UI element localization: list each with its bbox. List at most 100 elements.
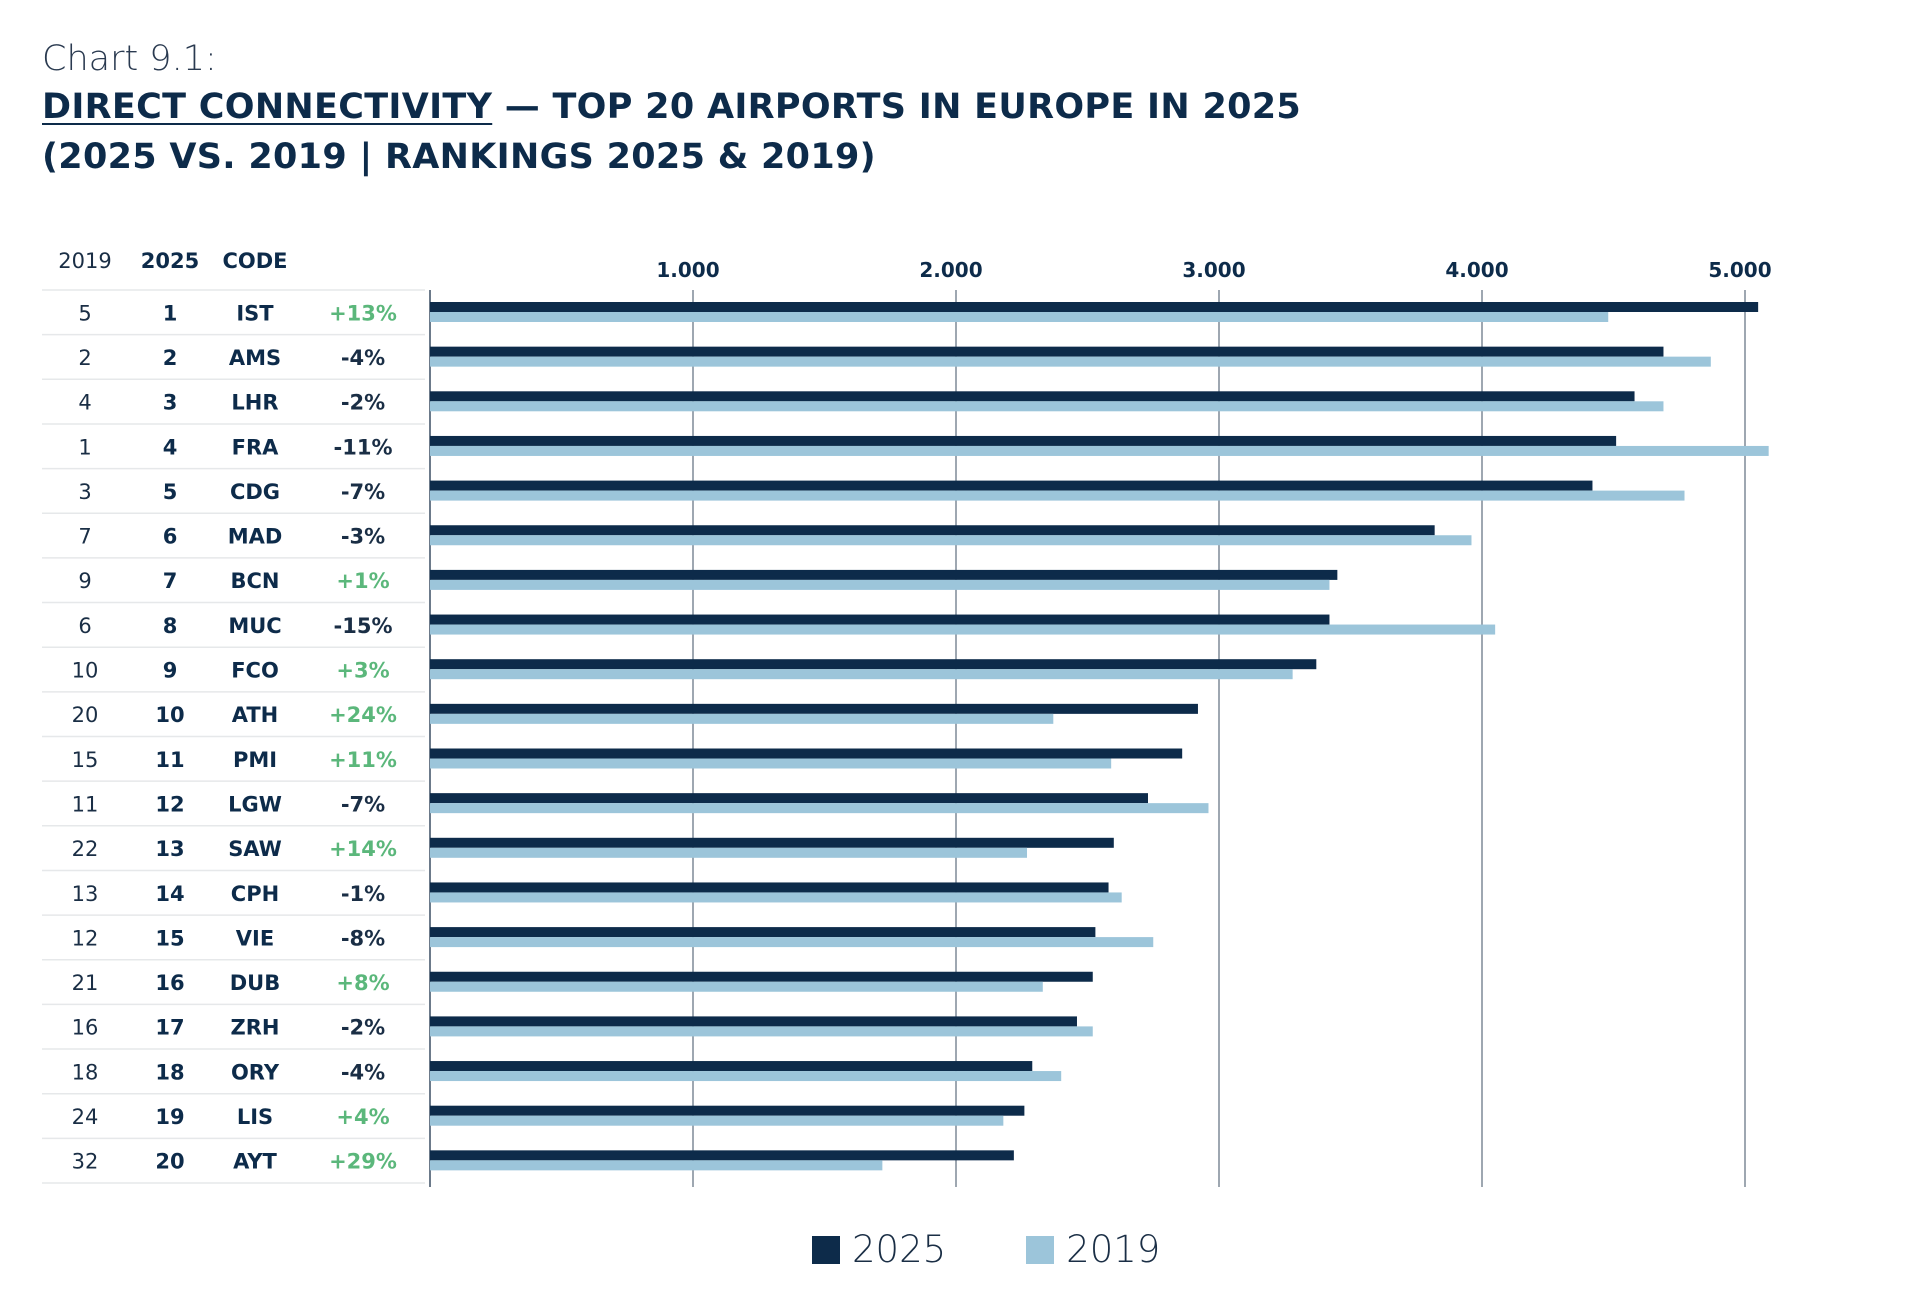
chart-titles: Chart 9.1: DIRECT CONNECTIVITY — TOP 20 … (42, 36, 1301, 182)
airport-code-cell: PMI (233, 748, 277, 772)
rank-2025-cell: 11 (155, 748, 184, 772)
rank-2019-cell: 6 (78, 614, 91, 638)
bar-2025 (430, 837, 1114, 848)
bar-2025 (430, 882, 1109, 893)
chart-title-rest: — TOP 20 AIRPORTS IN EUROPE IN 2025 (492, 87, 1302, 127)
bar-2019 (430, 356, 1711, 367)
airport-code-cell: BCN (231, 569, 280, 593)
bar-2025 (430, 1105, 1025, 1116)
bar-2019 (430, 624, 1496, 635)
bar-2019 (430, 445, 1769, 456)
rank-2019-cell: 4 (78, 391, 91, 415)
bar-2025 (430, 1150, 1014, 1161)
change-cell: +11% (329, 748, 397, 772)
rank-2025-cell: 13 (155, 837, 184, 861)
rank-2019-cell: 24 (72, 1105, 99, 1129)
change-cell: -3% (341, 525, 385, 549)
chart-number-label: Chart 9.1: (42, 39, 217, 79)
bar-2019 (430, 892, 1122, 903)
rank-2019-cell: 18 (72, 1060, 99, 1084)
bar-2025 (430, 346, 1664, 357)
bar-2019 (430, 937, 1154, 948)
airport-code-cell: CDG (230, 480, 280, 504)
bar-2019 (430, 312, 1609, 322)
rank-2019-cell: 10 (72, 659, 99, 683)
legend: 2025 2019 (812, 1228, 1240, 1271)
rank-2019-cell: 13 (72, 882, 99, 906)
airport-code-cell: IST (236, 301, 274, 325)
bar-2025 (430, 659, 1317, 670)
table-header-2025: 2025 (141, 249, 199, 273)
rank-2019-cell: 5 (78, 301, 91, 325)
bar-2019 (430, 490, 1685, 501)
rank-2019-cell: 16 (72, 1016, 99, 1040)
rank-2025-cell: 6 (163, 525, 178, 549)
legend-label-2019: 2019 (1066, 1228, 1161, 1271)
change-cell: -8% (341, 926, 385, 950)
change-cell: -2% (341, 391, 385, 415)
change-cell: +29% (329, 1150, 397, 1174)
airport-code-cell: FRA (232, 435, 280, 459)
bar-2025 (430, 435, 1617, 446)
bar-2019 (430, 579, 1330, 590)
change-cell: +24% (329, 703, 397, 727)
bar-2025 (430, 748, 1183, 759)
rank-2019-cell: 2 (78, 346, 91, 370)
rank-2019-cell: 22 (72, 837, 99, 861)
rank-2025-cell: 8 (163, 614, 178, 638)
bar-2019 (430, 535, 1472, 546)
airport-code-cell: VIE (236, 926, 274, 950)
x-tick-label: 2.000 (919, 258, 982, 282)
airport-code-cell: ZRH (231, 1016, 280, 1040)
bar-2019 (430, 847, 1028, 858)
rank-2025-cell: 14 (155, 882, 184, 906)
airport-code-cell: CPH (231, 882, 279, 906)
rank-2025-cell: 20 (155, 1150, 184, 1174)
bar-2019 (430, 1026, 1093, 1037)
rank-2019-cell: 32 (72, 1150, 99, 1174)
change-cell: -11% (334, 435, 393, 459)
change-cell: -4% (341, 346, 385, 370)
airport-code-cell: DUB (230, 971, 281, 995)
airport-code-cell: MAD (228, 525, 283, 549)
table-header-2019: 2019 (58, 249, 111, 273)
change-cell: +14% (329, 837, 397, 861)
rank-2019-cell: 21 (72, 971, 99, 995)
legend-item-2025: 2025 (812, 1228, 946, 1271)
bar-2019 (430, 1071, 1062, 1082)
chart-subtitle: (2025 VS. 2019 | RANKINGS 2025 & 2019) (42, 137, 876, 177)
rank-2019-cell: 11 (72, 792, 99, 816)
airport-code-cell: AYT (233, 1150, 277, 1174)
airport-code-cell: FCO (231, 659, 279, 683)
rank-2025-cell: 9 (163, 659, 178, 683)
rank-2025-cell: 15 (155, 926, 184, 950)
rank-2025-cell: 18 (155, 1060, 184, 1084)
change-cell: -15% (334, 614, 393, 638)
change-cell: -7% (341, 480, 385, 504)
airport-code-cell: LHR (231, 391, 278, 415)
bar-2025 (430, 1061, 1033, 1072)
bar-2025 (430, 569, 1338, 580)
change-cell: -7% (341, 792, 385, 816)
rank-2025-cell: 10 (155, 703, 184, 727)
bar-2025 (430, 525, 1435, 536)
rank-2025-cell: 12 (155, 792, 184, 816)
airport-code-cell: LGW (228, 792, 282, 816)
legend-swatch-2025 (812, 1235, 840, 1264)
bar-2019 (430, 669, 1293, 680)
change-cell: +3% (336, 659, 389, 683)
airport-code-cell: ORY (231, 1060, 280, 1084)
bar-2025 (430, 703, 1198, 714)
change-cell: +13% (329, 301, 397, 325)
bar-2019 (430, 1115, 1004, 1126)
rank-2019-cell: 20 (72, 703, 99, 727)
change-cell: +4% (336, 1105, 389, 1129)
rank-2019-cell: 1 (78, 435, 91, 459)
rank-2025-cell: 19 (155, 1105, 184, 1129)
airport-code-cell: SAW (228, 837, 282, 861)
rank-2025-cell: 7 (163, 569, 178, 593)
bar-2019 (430, 981, 1043, 992)
bar-2019 (430, 758, 1112, 769)
bar-2025 (430, 391, 1635, 402)
